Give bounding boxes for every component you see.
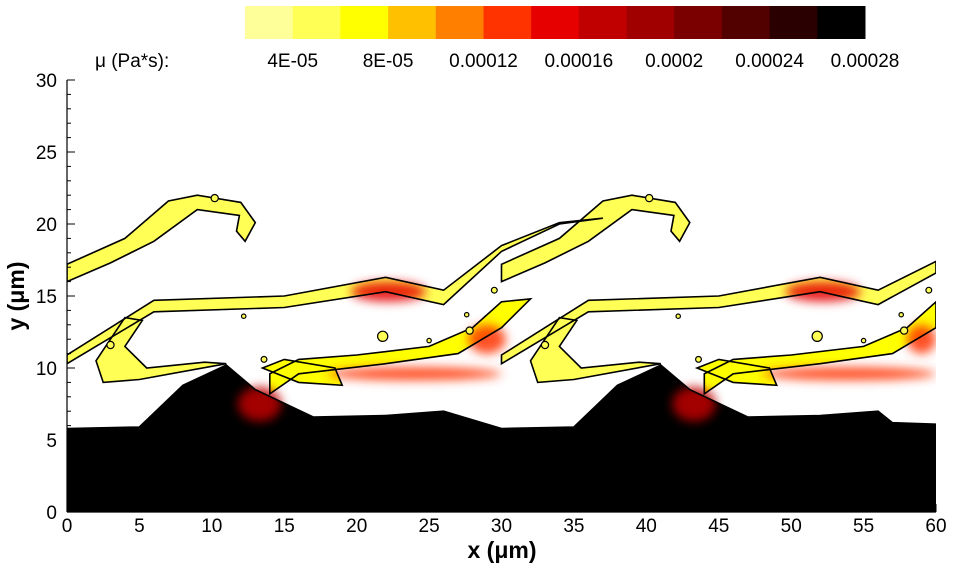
colorbar-swatch — [769, 6, 818, 39]
droplet — [675, 313, 682, 320]
colorbar-tick-label: 0.00028 — [831, 51, 900, 72]
x-tick-label: 5 — [134, 516, 145, 537]
colorbar-swatch — [578, 6, 627, 39]
droplet — [925, 286, 933, 294]
contour-lower-tongue — [260, 358, 344, 387]
hotspot-lower-red-band-2 — [762, 367, 936, 381]
x-tick-label: 45 — [708, 516, 729, 537]
colorbar-tick-label: 0.0002 — [645, 51, 703, 72]
contour-left-hook — [95, 316, 227, 384]
interface-contours — [67, 194, 936, 430]
y-tick-label: 5 — [46, 431, 57, 452]
droplet — [645, 193, 654, 203]
contour-upper-finger — [67, 194, 257, 283]
colorbar-swatch — [340, 6, 389, 39]
colorbar-swatch — [388, 6, 437, 39]
region-left-hook — [96, 317, 227, 383]
droplet — [240, 313, 247, 320]
region-mixing-band-upper — [67, 218, 603, 364]
y-tick-label: 30 — [36, 71, 57, 92]
hotspot-mid-red-spot — [468, 324, 506, 354]
colorbar-swatch — [626, 6, 675, 39]
colorbar-swatch — [817, 6, 866, 39]
colorbar-tick-label: 8E-05 — [363, 51, 414, 72]
y-axis-title: y (μm) — [3, 261, 29, 330]
colorbar-swatch — [531, 6, 580, 39]
contour-lower-tongue-2 — [694, 358, 778, 387]
x-axis-ticks: 0 5 10 15 20 25 30 35 40 45 50 55 60 — [62, 504, 947, 537]
y-tick-label: 10 — [36, 359, 57, 380]
region-dense-fluid — [67, 365, 936, 512]
colorbar-swatch — [245, 6, 294, 39]
droplet — [540, 340, 550, 350]
droplet — [260, 355, 268, 363]
x-tick-label: 15 — [274, 516, 295, 537]
y-axis-ticks: 0 5 10 15 20 25 30 — [36, 71, 75, 524]
x-tick-label: 50 — [781, 516, 802, 537]
x-tick-label: 0 — [62, 516, 73, 537]
droplet — [898, 311, 905, 318]
contour-upper-finger-2 — [500, 194, 691, 283]
hotspot-mid-red-spot-2 — [907, 324, 936, 354]
plot-area — [67, 80, 936, 512]
colorbar-title: μ (Pa*s): — [95, 51, 169, 72]
x-tick-label: 25 — [419, 516, 440, 537]
contour-mixing-band-lower — [268, 297, 533, 396]
hotspot-left-red-fringe-2 — [672, 386, 716, 422]
droplet — [899, 326, 909, 335]
contour-mixing-band-upper-2 — [500, 260, 936, 366]
y-tick-label: 15 — [36, 287, 57, 308]
colorbar-tick-label: 4E-05 — [267, 51, 318, 72]
colorbar-tick-label: 0.00016 — [544, 51, 613, 72]
region-upper-finger — [67, 195, 256, 282]
droplet — [463, 311, 470, 318]
droplets — [106, 193, 933, 363]
droplet — [106, 340, 115, 350]
droplet — [210, 193, 219, 203]
hotspot-left-red-fringe — [237, 386, 282, 422]
contour-left-hook-2 — [529, 316, 661, 384]
x-tick-label: 10 — [201, 516, 222, 537]
region-mixing-band-lower — [269, 298, 531, 394]
hotspot-lower-red-band — [327, 367, 502, 381]
x-tick-label: 60 — [925, 516, 946, 537]
region-left-hook-2 — [530, 317, 661, 383]
droplet — [465, 326, 474, 335]
x-tick-label: 30 — [491, 516, 512, 537]
colorbar-swatch — [674, 6, 723, 39]
axes: 0 5 10 15 20 25 30 35 40 45 50 55 60 0 5 10 15 20 25 30 — [36, 71, 947, 537]
droplet — [860, 337, 867, 344]
colorbar-swatch — [721, 6, 771, 39]
colorbar-swatch — [435, 6, 484, 39]
droplet — [811, 330, 823, 342]
colorbar-swatch — [483, 6, 532, 39]
y-tick-label: 20 — [36, 215, 57, 236]
colorbar-tick-labels: 4E-05 8E-05 0.00012 0.00016 0.0002 0.00024 0.0… — [267, 51, 899, 72]
colorbar-tick-label: 0.00024 — [735, 51, 804, 72]
x-tick-label: 40 — [636, 516, 657, 537]
droplet — [377, 330, 389, 342]
x-tick-label: 35 — [563, 516, 584, 537]
droplet — [490, 286, 498, 294]
region-upper-finger-2 — [501, 195, 690, 282]
colorbar-swatch — [292, 6, 341, 39]
colorbar-legend: μ (Pa*s): 4E-05 8E-05 0.00012 0.00016 0.0002… — [95, 6, 899, 72]
x-axis-title: x (μm) — [467, 537, 536, 563]
droplet — [694, 355, 702, 363]
colorbar-swatches — [245, 6, 866, 39]
contour-dense-fluid — [67, 364, 936, 430]
region-mixing-band-lower-2 — [704, 301, 936, 394]
y-tick-label: 0 — [46, 503, 57, 524]
contour-mixing-band-upper — [67, 217, 604, 365]
y-tick-label: 25 — [36, 143, 57, 164]
x-tick-label: 20 — [346, 516, 367, 537]
x-tick-label: 55 — [853, 516, 874, 537]
colorbar-tick-label: 0.00012 — [449, 51, 518, 72]
droplet — [426, 337, 432, 344]
